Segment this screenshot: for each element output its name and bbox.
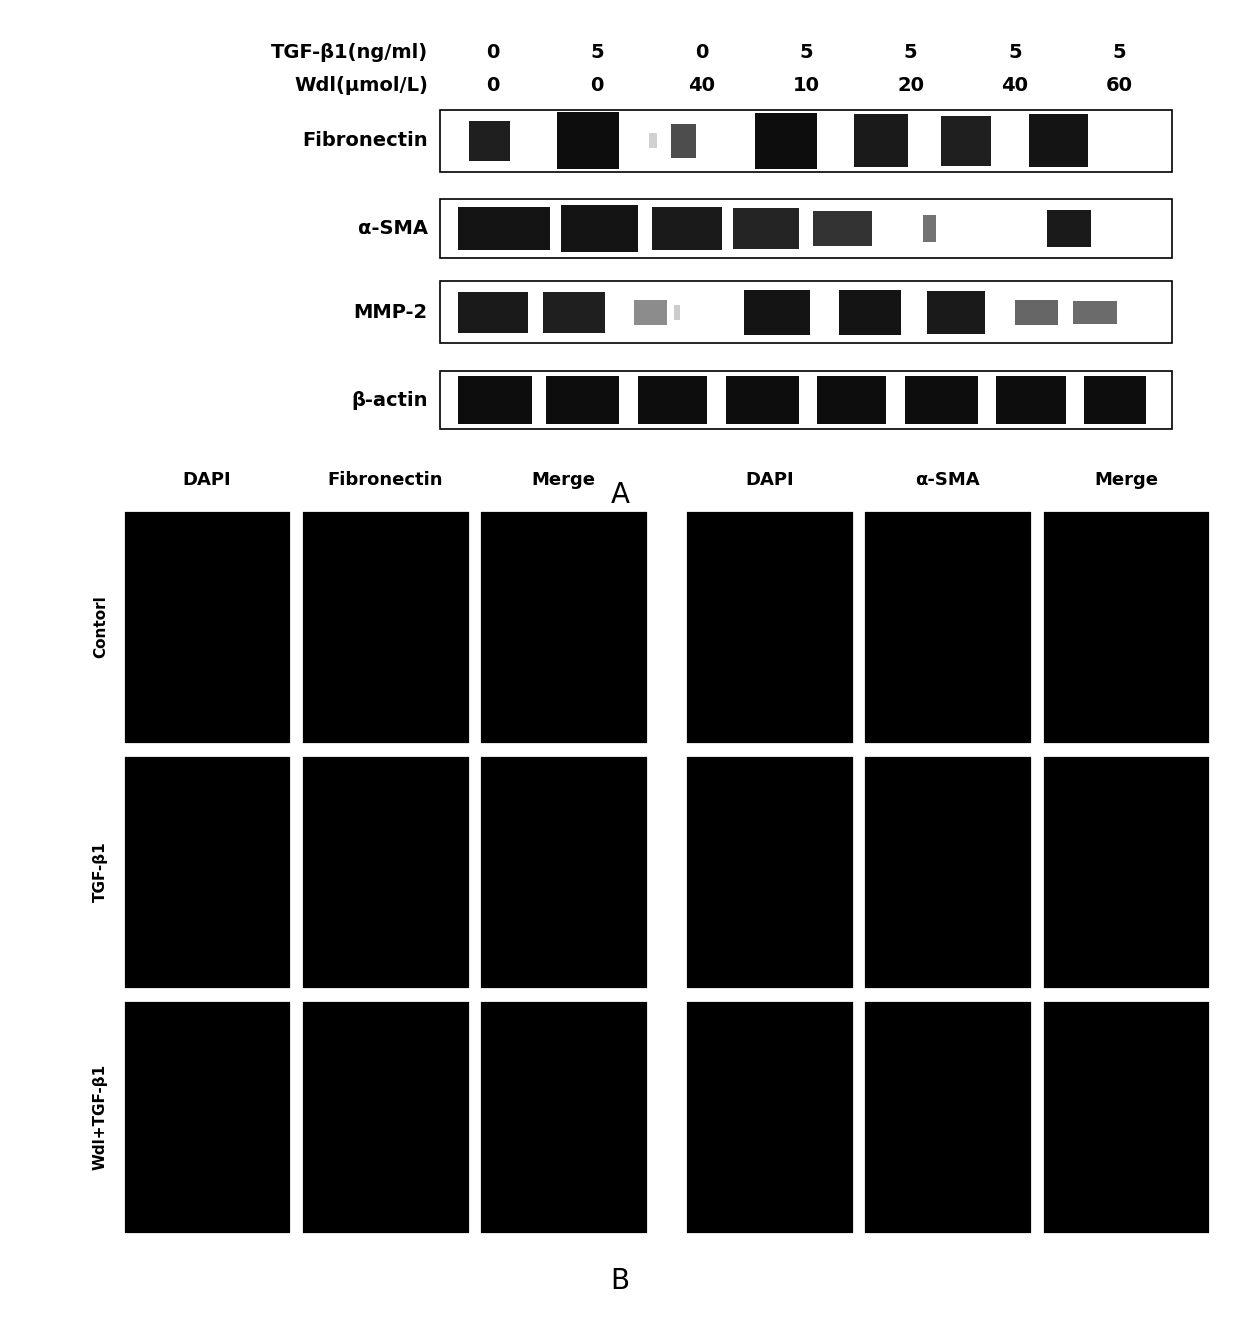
Bar: [480, 510, 649, 744]
Text: 40: 40: [1002, 77, 1028, 95]
Bar: [440, 371, 1172, 429]
Bar: [634, 300, 667, 325]
Bar: [755, 112, 817, 169]
Text: Wdl+TGF-β1: Wdl+TGF-β1: [93, 1063, 108, 1170]
Text: Contorl: Contorl: [93, 596, 108, 658]
Bar: [684, 754, 853, 989]
Text: Wdl(μmol/L): Wdl(μmol/L): [294, 77, 428, 95]
Text: α-SMA: α-SMA: [915, 470, 980, 489]
Bar: [817, 376, 887, 424]
Bar: [440, 110, 1172, 172]
Bar: [905, 376, 978, 424]
Bar: [649, 133, 657, 148]
Text: 5: 5: [590, 44, 604, 62]
Text: B: B: [610, 1267, 630, 1296]
Bar: [996, 376, 1065, 424]
Bar: [671, 124, 696, 157]
Text: 5: 5: [1008, 44, 1022, 62]
Text: α-SMA: α-SMA: [358, 219, 428, 238]
Text: 0: 0: [486, 77, 500, 95]
Bar: [1029, 115, 1087, 166]
Bar: [863, 510, 1032, 744]
Bar: [652, 206, 722, 251]
Bar: [480, 1000, 649, 1234]
Text: 40: 40: [688, 77, 715, 95]
Text: DAPI: DAPI: [182, 470, 232, 489]
Bar: [684, 1000, 853, 1234]
Bar: [1073, 301, 1117, 324]
Bar: [733, 209, 799, 248]
Bar: [123, 1000, 291, 1234]
Bar: [684, 510, 853, 744]
Text: TGF-β1: TGF-β1: [93, 841, 108, 902]
Text: Fibronectin: Fibronectin: [303, 131, 428, 151]
Text: 5: 5: [800, 44, 812, 62]
Bar: [1042, 754, 1210, 989]
Bar: [1014, 300, 1059, 325]
Text: Merge: Merge: [1094, 470, 1158, 489]
Text: 0: 0: [694, 44, 708, 62]
Bar: [1048, 210, 1091, 247]
Bar: [123, 754, 291, 989]
Bar: [637, 376, 707, 424]
Bar: [853, 115, 909, 166]
Bar: [675, 305, 681, 320]
Bar: [923, 215, 936, 242]
Bar: [459, 292, 528, 333]
Text: TGF-β1(ng/ml): TGF-β1(ng/ml): [270, 44, 428, 62]
Bar: [863, 754, 1032, 989]
Bar: [301, 1000, 470, 1234]
Text: 20: 20: [897, 77, 924, 95]
Text: A: A: [610, 481, 630, 510]
Bar: [440, 199, 1172, 258]
Bar: [813, 211, 872, 246]
Text: 60: 60: [1106, 77, 1133, 95]
Text: Merge: Merge: [532, 470, 595, 489]
Text: DAPI: DAPI: [745, 470, 794, 489]
Bar: [470, 120, 510, 161]
Bar: [301, 510, 470, 744]
Bar: [744, 291, 810, 334]
Text: β-actin: β-actin: [351, 391, 428, 410]
Bar: [543, 292, 605, 333]
Bar: [863, 1000, 1032, 1234]
Text: Fibronectin: Fibronectin: [327, 470, 443, 489]
Bar: [926, 292, 986, 333]
Text: MMP-2: MMP-2: [353, 303, 428, 322]
Bar: [301, 754, 470, 989]
Bar: [560, 205, 637, 252]
Bar: [1042, 510, 1210, 744]
Bar: [547, 376, 620, 424]
Text: 0: 0: [590, 77, 604, 95]
Text: 5: 5: [1112, 44, 1126, 62]
Text: 0: 0: [486, 44, 500, 62]
Text: 5: 5: [904, 44, 918, 62]
Bar: [123, 510, 291, 744]
Bar: [459, 376, 532, 424]
Text: 10: 10: [792, 77, 820, 95]
Bar: [839, 291, 901, 334]
Bar: [459, 206, 549, 251]
Bar: [1042, 1000, 1210, 1234]
Bar: [440, 281, 1172, 343]
Bar: [941, 116, 991, 165]
Bar: [557, 112, 620, 169]
Bar: [480, 754, 649, 989]
Bar: [1084, 376, 1146, 424]
Bar: [725, 376, 799, 424]
